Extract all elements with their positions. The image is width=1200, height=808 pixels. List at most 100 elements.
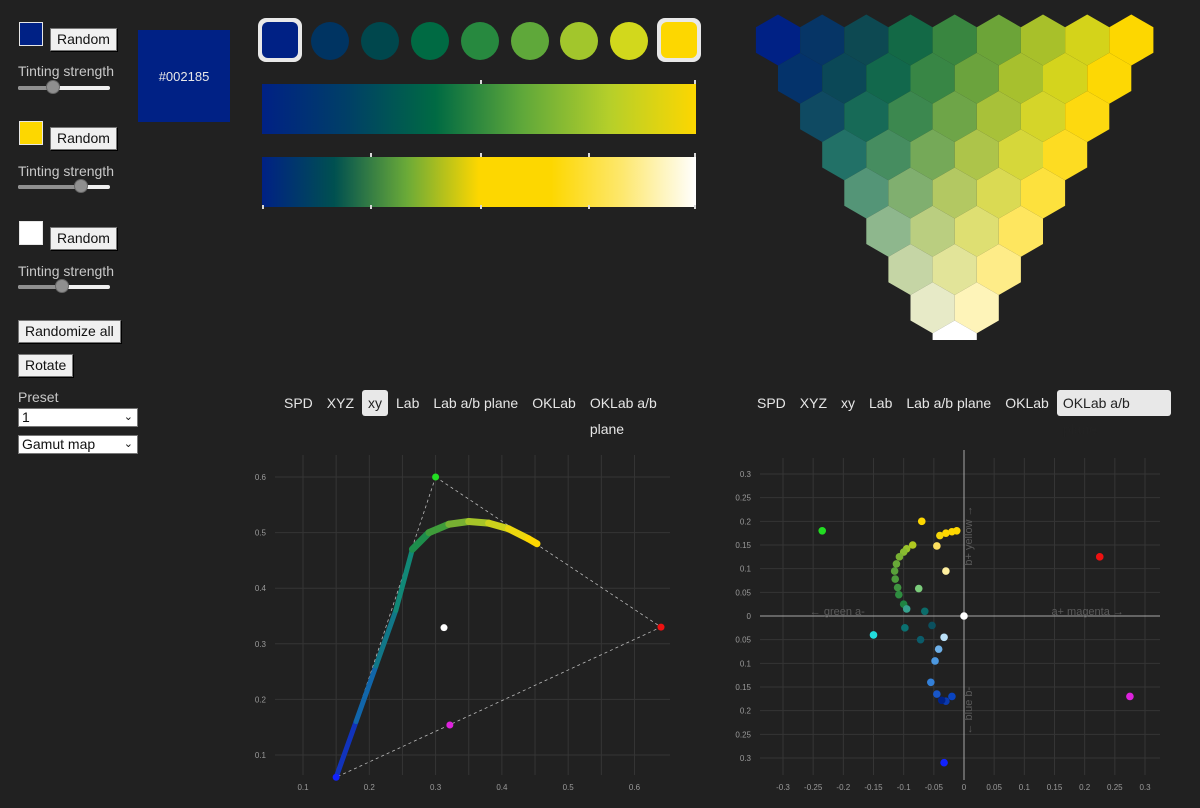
tab-xy[interactable]: xy [841,395,855,411]
tab-xy[interactable]: xy [362,390,388,416]
hex-cell [844,91,889,142]
chevron-down-icon: ⌄ [123,438,133,450]
preset-select[interactable]: 1 ⌄ [18,408,138,427]
y-tick-label: 0.15 [735,541,751,550]
palette-swatch[interactable] [310,22,349,60]
hex-cell [932,14,977,66]
palette-swatch[interactable] [510,22,549,60]
y-tick-label: 0.3 [740,470,752,479]
tint-slider-3[interactable] [18,279,110,295]
tab-spd[interactable]: SPD [757,395,786,411]
y-tick-label: 0.2 [740,707,752,716]
y-tick-label: 0.25 [735,730,751,739]
palette-swatch[interactable] [360,22,399,60]
randomize-all-button[interactable]: Randomize all [18,320,121,343]
mode-select[interactable]: Gamut map ⌄ [18,435,138,454]
oklab-point [902,605,911,613]
hex-cell [1065,91,1110,142]
palette-swatch[interactable] [460,22,499,60]
hex-cell [888,167,933,219]
palette-swatch[interactable] [560,22,599,60]
x-tick-label: 0.5 [563,783,575,792]
x-tick-label: -0.3 [776,783,790,792]
oklab-point [960,612,968,620]
tint-slider-2[interactable] [18,179,110,195]
y-tick-label: 0.2 [740,517,752,526]
palette-swatch[interactable] [258,18,302,62]
oklab-ab-chart: -0.3 -0.25 -0.2 -0.15 -0.1 -0.05 0 0.05 0.1 0.15 0… [735,450,1160,792]
hex-cell [1020,14,1066,66]
random-button-1[interactable]: Random [50,28,117,51]
oklab-point [934,645,943,653]
hex-cell [778,52,823,104]
hex-cell [954,205,999,257]
tint-label-1: Tinting strength [18,63,114,79]
hex-cell [910,205,955,257]
oklab-point [908,541,917,549]
oklab-point [942,529,950,537]
y-tick-label: 0.4 [255,584,267,593]
x-tick-label: 0.3 [1139,783,1151,792]
tab-lab[interactable]: Lab [869,395,893,411]
tab-oklab[interactable]: OKLab [1005,395,1049,411]
hex-cell [1043,52,1088,104]
tab-oklab-a-b-plane[interactable]: OKLab a/b plane [589,395,657,437]
tab-spd[interactable]: SPD [284,395,313,411]
primary-point [440,624,448,632]
hex-cell [1020,167,1066,219]
hex-cell [1109,14,1154,66]
x-tick-label: 0.2 [364,783,376,792]
x-tick-label: 0.05 [986,783,1002,792]
hex-cell [866,52,911,104]
oklab-point [892,560,901,568]
palette-swatch[interactable] [410,22,449,60]
color-picker-2[interactable] [19,121,43,145]
oklab-point [869,631,878,639]
x-tick-label: 0.4 [496,783,508,792]
y-tick-label: 0.3 [740,754,752,763]
y-tick-label: 0.2 [255,695,267,704]
color-curve-segment [505,525,532,543]
palette-swatch[interactable] [610,22,649,60]
palette-swatch-fill [262,22,298,58]
tab-xyz[interactable]: XYZ [799,395,828,411]
oklab-point [891,575,900,583]
random-button-3[interactable]: Random [50,227,117,250]
oklab-point [928,621,936,630]
random-button-2[interactable]: Random [50,127,117,150]
color-picker-3[interactable] [19,221,43,245]
tab-oklab[interactable]: OKLab [532,395,576,411]
tint-slider-1[interactable] [18,80,110,96]
tab-lab-a-b-plane[interactable]: Lab a/b plane [433,395,519,411]
color-curve-segment [353,663,379,725]
x-tick-label: 0.25 [1107,783,1123,792]
oklab-point [916,635,925,644]
gradient-tick [588,153,590,157]
tab-xyz[interactable]: XYZ [326,395,355,411]
hex-cell [932,244,977,295]
color-picker-1[interactable] [19,22,43,46]
color-curve-segment [425,520,453,537]
palette-swatch[interactable] [657,18,702,62]
hex-cell [888,91,933,142]
y-tick-label: 0 [747,612,752,621]
hex-cell [1043,129,1088,181]
x-tick-label: -0.1 [897,783,911,792]
oklab-point [940,633,948,642]
tab-lab-a-b-plane[interactable]: Lab a/b plane [906,395,992,411]
y-tick-label: 0.3 [255,640,267,649]
hex-cell [932,167,977,219]
tint-label-3: Tinting strength [18,263,114,279]
tab-oklab-a-b-plane[interactable]: OKLab a/b plane [1056,390,1171,437]
hex-cell [1020,91,1066,142]
gradient-bar-2 [262,157,696,207]
tab-lab[interactable]: Lab [396,395,420,411]
hex-cell [976,244,1021,295]
gradient-tick [694,205,696,209]
gradient-tick [694,80,696,84]
rotate-button[interactable]: Rotate [18,354,74,377]
oklab-point [818,527,827,535]
hex-cell [976,167,1021,219]
x-tick-label: 0.2 [1079,783,1091,792]
gradient-tick [694,153,696,157]
